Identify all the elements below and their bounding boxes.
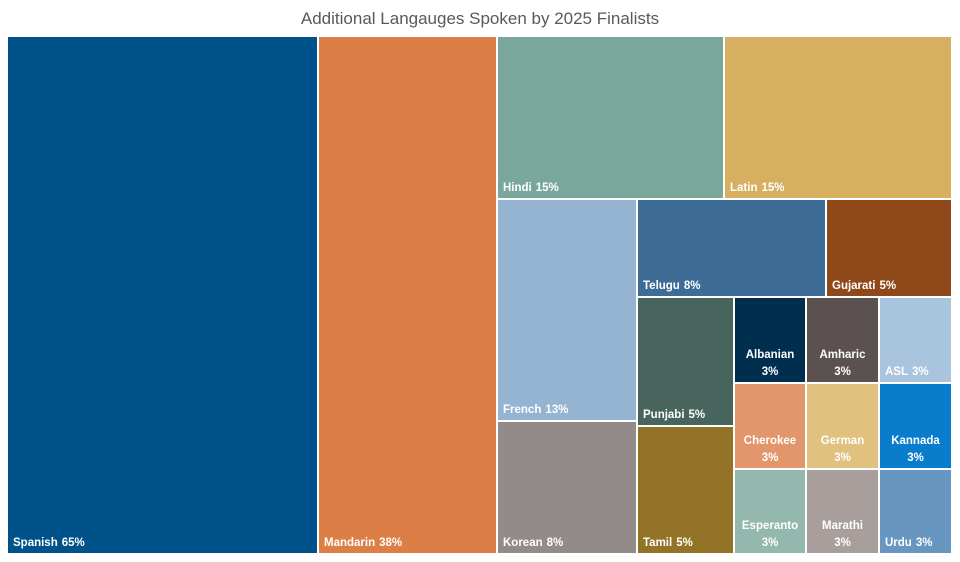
category-label: Marathi xyxy=(822,520,863,532)
category-label: Gujarati xyxy=(832,280,875,292)
category-label: Mandarin xyxy=(324,537,375,549)
tile xyxy=(880,298,951,382)
tile xyxy=(880,470,951,553)
category-label: Tamil xyxy=(643,537,672,549)
value-label: 15% xyxy=(536,182,559,194)
tile-label: Gujarati 5% xyxy=(832,280,896,292)
tile xyxy=(735,470,805,553)
category-label: Telugu xyxy=(643,280,680,292)
category-label: Spanish xyxy=(13,537,58,549)
tile xyxy=(319,37,496,553)
category-label: Urdu xyxy=(885,537,912,549)
tile xyxy=(807,470,878,553)
category-label: French xyxy=(503,404,541,416)
tile xyxy=(498,37,723,198)
tile xyxy=(638,427,733,553)
tile-label: Urdu 3% xyxy=(885,537,932,549)
tile xyxy=(827,200,951,296)
tile-label: Tamil 5% xyxy=(643,537,693,549)
value-label: 5% xyxy=(689,409,706,421)
value-label: 8% xyxy=(547,537,564,549)
category-label: Punjabi xyxy=(643,409,685,421)
tile-label: Spanish 65% xyxy=(13,537,85,549)
value-label: 3% xyxy=(762,452,779,464)
tile xyxy=(735,384,805,468)
value-label: 13% xyxy=(545,404,568,416)
value-label: 3% xyxy=(762,537,779,549)
tile xyxy=(735,298,805,382)
tile xyxy=(498,422,636,553)
value-label: 3% xyxy=(916,537,933,549)
value-label: 3% xyxy=(834,452,851,464)
category-label: Cherokee xyxy=(744,435,796,447)
value-label: 5% xyxy=(879,280,896,292)
tile-label: Punjabi 5% xyxy=(643,409,705,421)
category-label: Albanian xyxy=(746,349,795,361)
tile-label: ASL 3% xyxy=(885,366,929,378)
category-label: ASL xyxy=(885,366,908,378)
category-label: Esperanto xyxy=(742,520,798,532)
category-label: Amharic xyxy=(819,349,866,361)
tile xyxy=(725,37,951,198)
tile xyxy=(807,384,878,468)
value-label: 3% xyxy=(834,537,851,549)
tile xyxy=(8,37,317,553)
tile-label: Mandarin 38% xyxy=(324,537,402,549)
tile-label: Korean 8% xyxy=(503,537,563,549)
tile xyxy=(638,200,825,296)
category-label: Hindi xyxy=(503,182,532,194)
category-label: Latin xyxy=(730,182,757,194)
tile xyxy=(498,200,636,420)
value-label: 3% xyxy=(907,452,924,464)
value-label: 5% xyxy=(676,537,693,549)
tile xyxy=(638,298,733,425)
tile-label: Latin 15% xyxy=(730,182,785,194)
category-label: German xyxy=(821,435,864,447)
value-label: 3% xyxy=(762,366,779,378)
category-label: Kannada xyxy=(891,435,940,447)
tile-label: French 13% xyxy=(503,404,568,416)
category-label: Korean xyxy=(503,537,543,549)
value-label: 8% xyxy=(684,280,701,292)
value-label: 65% xyxy=(62,537,85,549)
tile-label: Telugu 8% xyxy=(643,280,700,292)
value-label: 3% xyxy=(912,366,929,378)
tile xyxy=(807,298,878,382)
tile xyxy=(880,384,951,468)
chart-title: Additional Langauges Spoken by 2025 Fina… xyxy=(301,9,659,28)
tile-label: Hindi 15% xyxy=(503,182,559,194)
value-label: 15% xyxy=(761,182,784,194)
value-label: 38% xyxy=(379,537,402,549)
value-label: 3% xyxy=(834,366,851,378)
